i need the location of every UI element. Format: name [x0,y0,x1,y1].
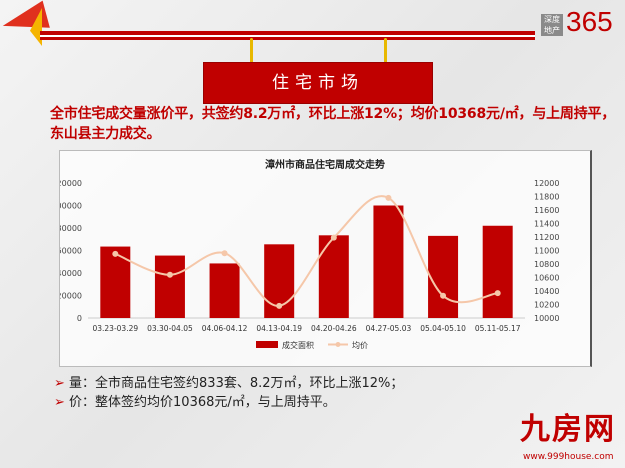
legend-bar-label: 成交面积 [282,340,314,350]
y-left-tick-label: 40000 [60,269,82,278]
price-point [112,250,119,257]
bar [209,263,240,318]
x-tick-label: 03.23-03.29 [92,324,138,333]
price-point [440,292,447,299]
bullet-list: 量：全市商品住宅签约833套、8.2万㎡，环比上涨12%； 价：整体签约均价10… [54,374,403,412]
y-right-tick-label: 11400 [534,220,559,229]
price-point [330,234,337,241]
logo-text-bottom: 地产 [544,26,560,35]
logo-text-top: 深度 [544,15,560,24]
y-right-tick-label: 10000 [534,314,559,323]
watermark-url: www.999house.com [523,452,614,462]
watermark-logo: 九房网 [520,412,616,447]
y-left-tick-label: 80000 [60,224,82,233]
y-right-tick-label: 10200 [534,301,559,310]
legend-line-marker [335,342,341,347]
hook-icon [384,38,387,66]
y-right-tick-label: 11000 [534,247,559,256]
bar [100,246,131,318]
bar [154,255,185,318]
chart: 漳州市商品住宅周成交走势 020000400006000080000100000… [51,158,559,350]
price-point [494,290,501,297]
banner-rope [40,31,535,37]
x-tick-label: 04.13-04.19 [256,324,302,333]
y-left-tick-label: 0 [77,314,82,323]
hook-icon [250,38,253,66]
y-right-tick-label: 10400 [534,287,559,296]
logo-box: 深度 地产 [541,14,563,36]
logo-number: 365 [566,6,613,37]
x-tick-label: 03.30-04.05 [147,324,193,333]
y-left-tick-label: 60000 [60,247,82,256]
chart-container: 漳州市商品住宅周成交走势 020000400006000080000100000… [51,150,592,367]
bullet-volume: 量：全市商品住宅签约833套、8.2万㎡，环比上涨12%； [54,374,403,393]
bar [373,205,404,318]
y-right-tick-label: 12000 [534,179,559,188]
x-tick-label: 05.04-05.10 [420,324,466,333]
y-left-tick-label: 100000 [60,202,82,211]
x-tick-label: 04.20-04.26 [311,324,357,333]
x-tick-label: 05.11-05.17 [475,324,521,333]
price-point [166,271,173,278]
price-line [114,195,498,307]
headline: 全市住宅成交量涨价平，共签约8.2万㎡，环比上涨12%；均价10368元/㎡，与… [50,106,616,142]
y-right-tick-label: 10800 [534,260,559,269]
bullet-price: 价：整体签约均价10368元/㎡，与上周持平。 [54,393,403,412]
bar [318,235,349,318]
section-banner: 住宅市场 [203,62,433,104]
y-right-tick-label: 11800 [534,193,559,202]
y-right-tick-label: 11600 [534,206,559,215]
y-right-tick-label: 10600 [534,274,559,283]
legend-bar-swatch [256,341,278,348]
x-tick-label: 04.06-04.12 [202,324,248,333]
bar [428,235,459,318]
y-right-tick-label: 11200 [534,233,559,242]
price-point [221,250,228,257]
price-point [385,194,392,201]
legend-line-label: 均价 [352,340,368,350]
x-tick-label: 04.27-05.03 [366,324,412,333]
bar [482,225,513,318]
chart-title: 漳州市商品住宅周成交走势 [265,158,385,171]
price-point [276,302,283,309]
